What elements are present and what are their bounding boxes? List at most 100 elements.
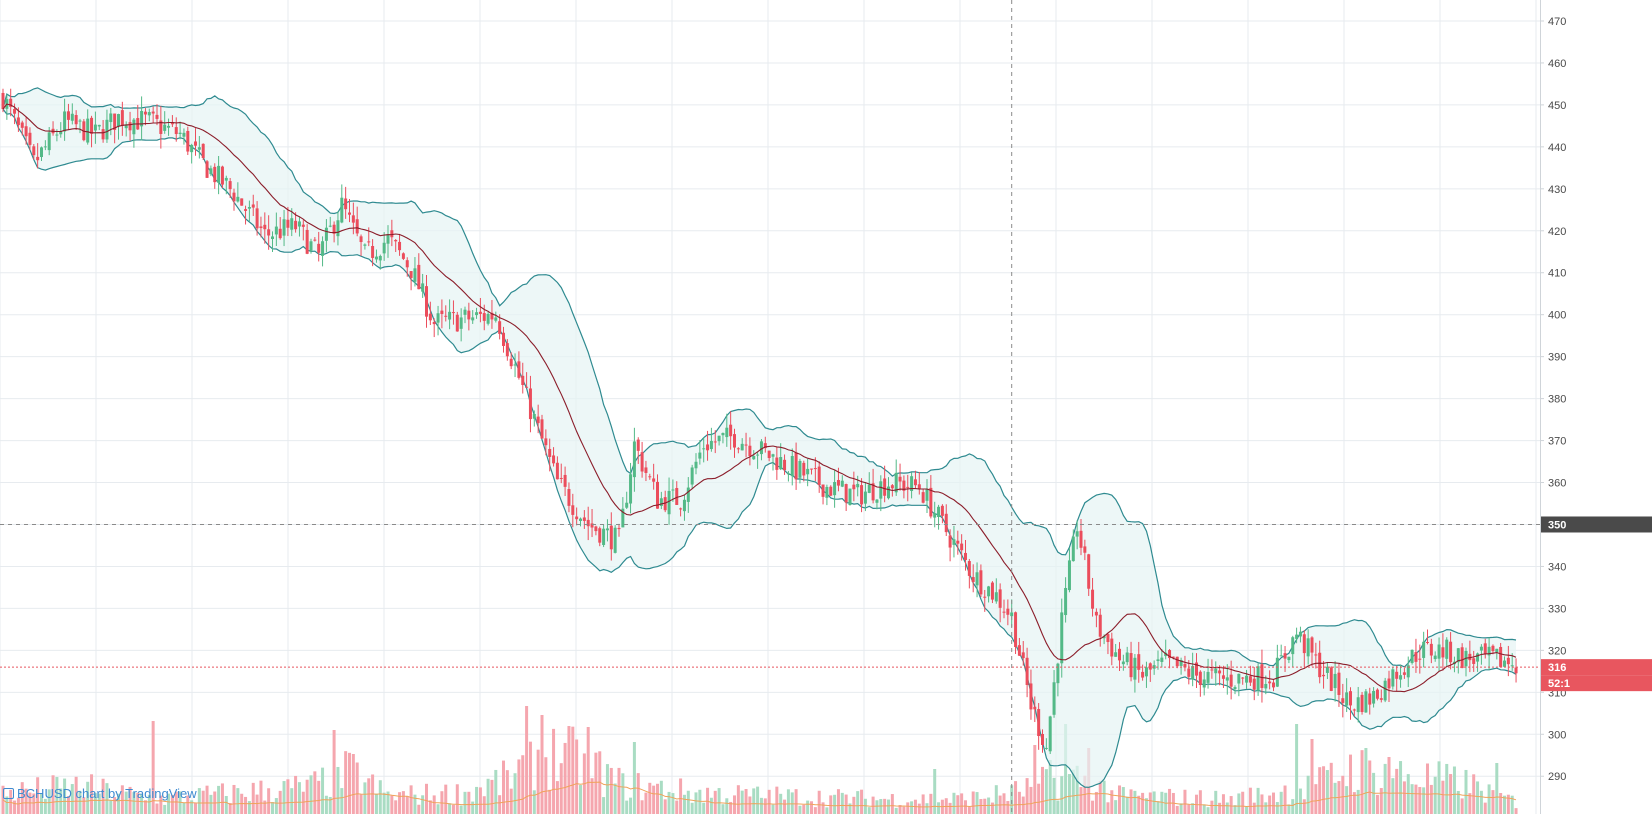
volume-bar bbox=[105, 783, 109, 814]
volume-bar bbox=[875, 800, 879, 814]
candle bbox=[1118, 642, 1121, 671]
candle bbox=[663, 490, 667, 513]
candle bbox=[1214, 661, 1218, 686]
price-axis[interactable]: 2903003103203303403503603703803904004104… bbox=[1540, 0, 1652, 814]
volume-bar bbox=[194, 803, 197, 814]
volume-bar bbox=[167, 793, 171, 814]
volume-bar bbox=[771, 804, 775, 814]
volume-bar bbox=[763, 798, 767, 814]
volume-bar bbox=[602, 797, 606, 814]
volume-bar bbox=[1283, 785, 1287, 814]
volume-bar bbox=[721, 804, 725, 814]
volume-bar bbox=[436, 804, 440, 814]
volume-bar bbox=[247, 801, 251, 814]
candle bbox=[617, 523, 621, 537]
volume-bar bbox=[898, 804, 902, 814]
candle bbox=[240, 198, 244, 206]
volume-bar bbox=[1118, 785, 1121, 814]
candle bbox=[602, 524, 606, 548]
volume-bar bbox=[525, 706, 529, 814]
volume-bar bbox=[224, 795, 228, 814]
volume-bar bbox=[1291, 799, 1295, 814]
candle bbox=[1387, 670, 1391, 702]
volume-bar bbox=[1010, 785, 1014, 814]
volume-bar bbox=[690, 802, 694, 814]
volume-bar bbox=[205, 785, 209, 814]
candle bbox=[425, 275, 428, 328]
candle bbox=[1445, 637, 1449, 666]
volume-bar bbox=[24, 788, 28, 814]
volume-bar bbox=[817, 790, 821, 814]
volume-bar bbox=[733, 795, 736, 814]
volume-bar bbox=[1375, 794, 1379, 814]
volume-bar bbox=[1341, 775, 1345, 814]
candle bbox=[382, 232, 386, 261]
candle bbox=[1422, 631, 1426, 668]
volume-bar bbox=[613, 783, 617, 814]
candle bbox=[810, 468, 813, 475]
candle bbox=[294, 212, 298, 233]
candle bbox=[725, 413, 729, 447]
candle bbox=[1006, 599, 1010, 626]
candle bbox=[544, 429, 548, 456]
candle bbox=[821, 484, 825, 505]
volume-bar bbox=[682, 794, 686, 814]
volume-bar bbox=[120, 785, 124, 814]
volume-bar bbox=[744, 789, 748, 814]
volume-bar bbox=[1491, 790, 1495, 814]
candle bbox=[1148, 662, 1152, 682]
volume-bar bbox=[833, 794, 837, 814]
candle bbox=[417, 253, 421, 290]
volume-bar bbox=[505, 770, 509, 814]
volume-bar bbox=[675, 800, 679, 814]
candle bbox=[656, 474, 659, 509]
candle bbox=[929, 475, 933, 519]
tradingview-watermark[interactable]: BCHUSD chart by TradingView bbox=[3, 785, 197, 803]
candle bbox=[282, 209, 286, 247]
candle bbox=[63, 98, 67, 141]
volume-bar bbox=[1472, 774, 1476, 814]
volume-bar bbox=[132, 792, 136, 814]
volume-bar bbox=[1187, 804, 1191, 814]
candle bbox=[748, 437, 752, 466]
volume-bar bbox=[964, 800, 967, 814]
volume-bar bbox=[274, 798, 278, 814]
candle bbox=[247, 200, 251, 222]
candle bbox=[1183, 655, 1187, 672]
candle bbox=[871, 468, 875, 504]
candle bbox=[321, 236, 325, 267]
candle bbox=[640, 441, 644, 478]
candle bbox=[1033, 696, 1037, 723]
candle bbox=[328, 216, 332, 228]
candle bbox=[706, 430, 710, 461]
candle bbox=[313, 237, 317, 242]
volume-bar bbox=[632, 742, 636, 814]
volume-bar bbox=[975, 792, 979, 814]
volume-bar bbox=[170, 795, 174, 814]
candle bbox=[167, 118, 171, 136]
candle bbox=[1341, 683, 1345, 718]
candle bbox=[386, 225, 390, 258]
volume-bar bbox=[879, 799, 883, 814]
volume-bar bbox=[1333, 782, 1337, 814]
volume-bar bbox=[605, 764, 609, 814]
candle bbox=[1195, 653, 1198, 689]
volume-bar bbox=[486, 778, 490, 814]
volume-bar bbox=[686, 790, 690, 814]
price-axis-tick-label: 370 bbox=[1548, 436, 1566, 448]
volume-bar bbox=[729, 801, 733, 814]
candle bbox=[201, 143, 205, 160]
price-axis-tick-label: 460 bbox=[1548, 58, 1566, 70]
candle bbox=[1399, 664, 1403, 688]
volume-bar bbox=[425, 783, 428, 814]
price-axis-tick-label: 390 bbox=[1548, 352, 1566, 364]
candle bbox=[1375, 688, 1379, 701]
volume-bar bbox=[1206, 807, 1210, 814]
volume-bar bbox=[232, 784, 236, 814]
volume-bar bbox=[1298, 788, 1302, 814]
volume-bar bbox=[813, 807, 817, 814]
candle bbox=[1345, 678, 1349, 713]
candle bbox=[1241, 676, 1245, 685]
tradingview-logo-icon bbox=[3, 788, 14, 799]
